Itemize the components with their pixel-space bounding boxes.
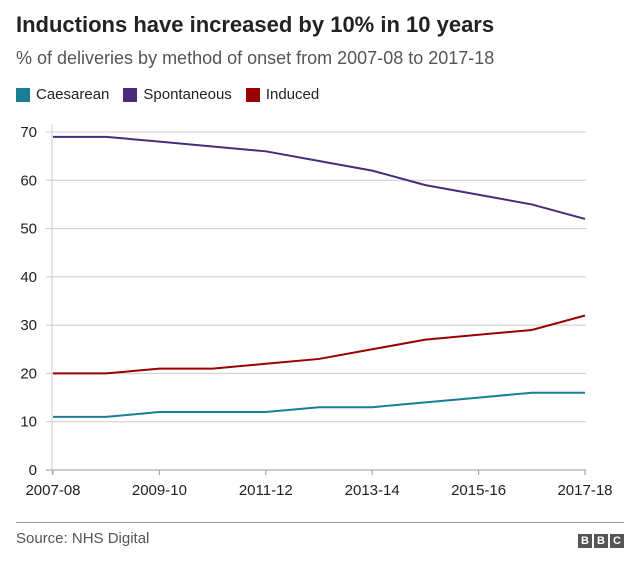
- legend-swatch: [123, 87, 138, 102]
- legend-swatch: [245, 87, 260, 102]
- legend-item-induced: Induced: [245, 86, 320, 103]
- y-tick-label: 0: [29, 462, 37, 479]
- y-tick-label: 40: [20, 269, 37, 286]
- legend: Caesarean Spontaneous Induced: [16, 86, 319, 103]
- x-tick-label: 2017-18: [557, 482, 612, 499]
- y-tick-label: 60: [20, 172, 37, 189]
- legend-label: Caesarean: [36, 86, 110, 103]
- y-tick-label: 10: [20, 414, 37, 431]
- chart-subtitle: % of deliveries by method of onset from …: [16, 48, 495, 68]
- legend-label: Induced: [265, 86, 320, 103]
- chart-title: Inductions have increased by 10% in 10 y…: [16, 12, 495, 37]
- legend-swatch: [16, 87, 30, 102]
- y-tick-label: 70: [20, 124, 37, 141]
- footer-divider: [16, 522, 624, 523]
- x-tick-label: 2015-16: [451, 482, 506, 499]
- legend-label: Spontaneous: [143, 86, 232, 103]
- legend-item-caesarean: Caesarean: [16, 86, 109, 103]
- x-tick-label: 2009-10: [132, 482, 187, 499]
- source-note: Source: NHS Digital: [16, 530, 150, 547]
- series-line-spontaneous: [53, 135, 586, 220]
- series-line-induced: [53, 314, 586, 375]
- legend-item-spontaneous: Spontaneous: [123, 86, 232, 103]
- x-tick-label: 2013-14: [345, 482, 400, 499]
- y-tick-label: 30: [20, 317, 37, 334]
- y-tick-label: 50: [20, 221, 37, 238]
- series-line-caesarean: [53, 391, 585, 418]
- y-tick-label: 20: [20, 365, 37, 382]
- x-tick-label: 2011-12: [239, 482, 293, 499]
- x-tick-label: 2007-08: [25, 482, 80, 499]
